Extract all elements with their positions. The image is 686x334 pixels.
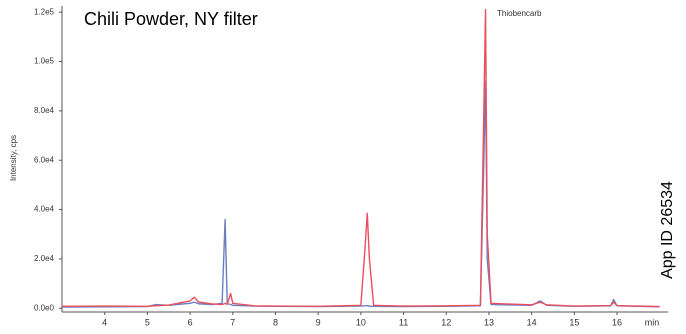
y-tick-label: 2.0e4 <box>34 254 55 263</box>
series-line <box>61 9 660 308</box>
x-tick-label: 9 <box>316 317 321 327</box>
x-tick-label: 12 <box>441 317 451 327</box>
x-tick-label: 6 <box>188 317 193 327</box>
peak-annotation: Thiobencarb <box>497 9 542 18</box>
y-tick-label: 4.0e4 <box>34 205 55 214</box>
x-tick-label: 16 <box>612 317 622 327</box>
y-tick-label: 8.0e4 <box>34 106 55 115</box>
x-tick-label: 13 <box>484 317 494 327</box>
x-tick-label: 11 <box>399 317 408 327</box>
x-tick-label: 7 <box>230 317 235 327</box>
y-axis-label: Intensity, cps <box>9 135 18 181</box>
y-tick-label: 1.0e5 <box>34 57 55 66</box>
y-tick-label: 6.0e4 <box>34 155 55 164</box>
y-tick-label: 1.2e5 <box>34 7 55 16</box>
x-tick-label: 10 <box>356 317 366 327</box>
side-note: App ID 26534 <box>659 181 676 279</box>
x-tick-label: 14 <box>527 317 537 327</box>
x-tick-label: 5 <box>145 317 150 327</box>
y-tick-label: 0.0e0 <box>34 303 55 312</box>
x-axis-label: min <box>645 317 660 327</box>
x-tick-label: 15 <box>569 317 579 327</box>
chart-title: Chili Powder, NY filter <box>84 9 258 29</box>
series-line <box>61 80 660 308</box>
x-tick-label: 4 <box>102 317 107 327</box>
x-tick-label: 8 <box>273 317 278 327</box>
